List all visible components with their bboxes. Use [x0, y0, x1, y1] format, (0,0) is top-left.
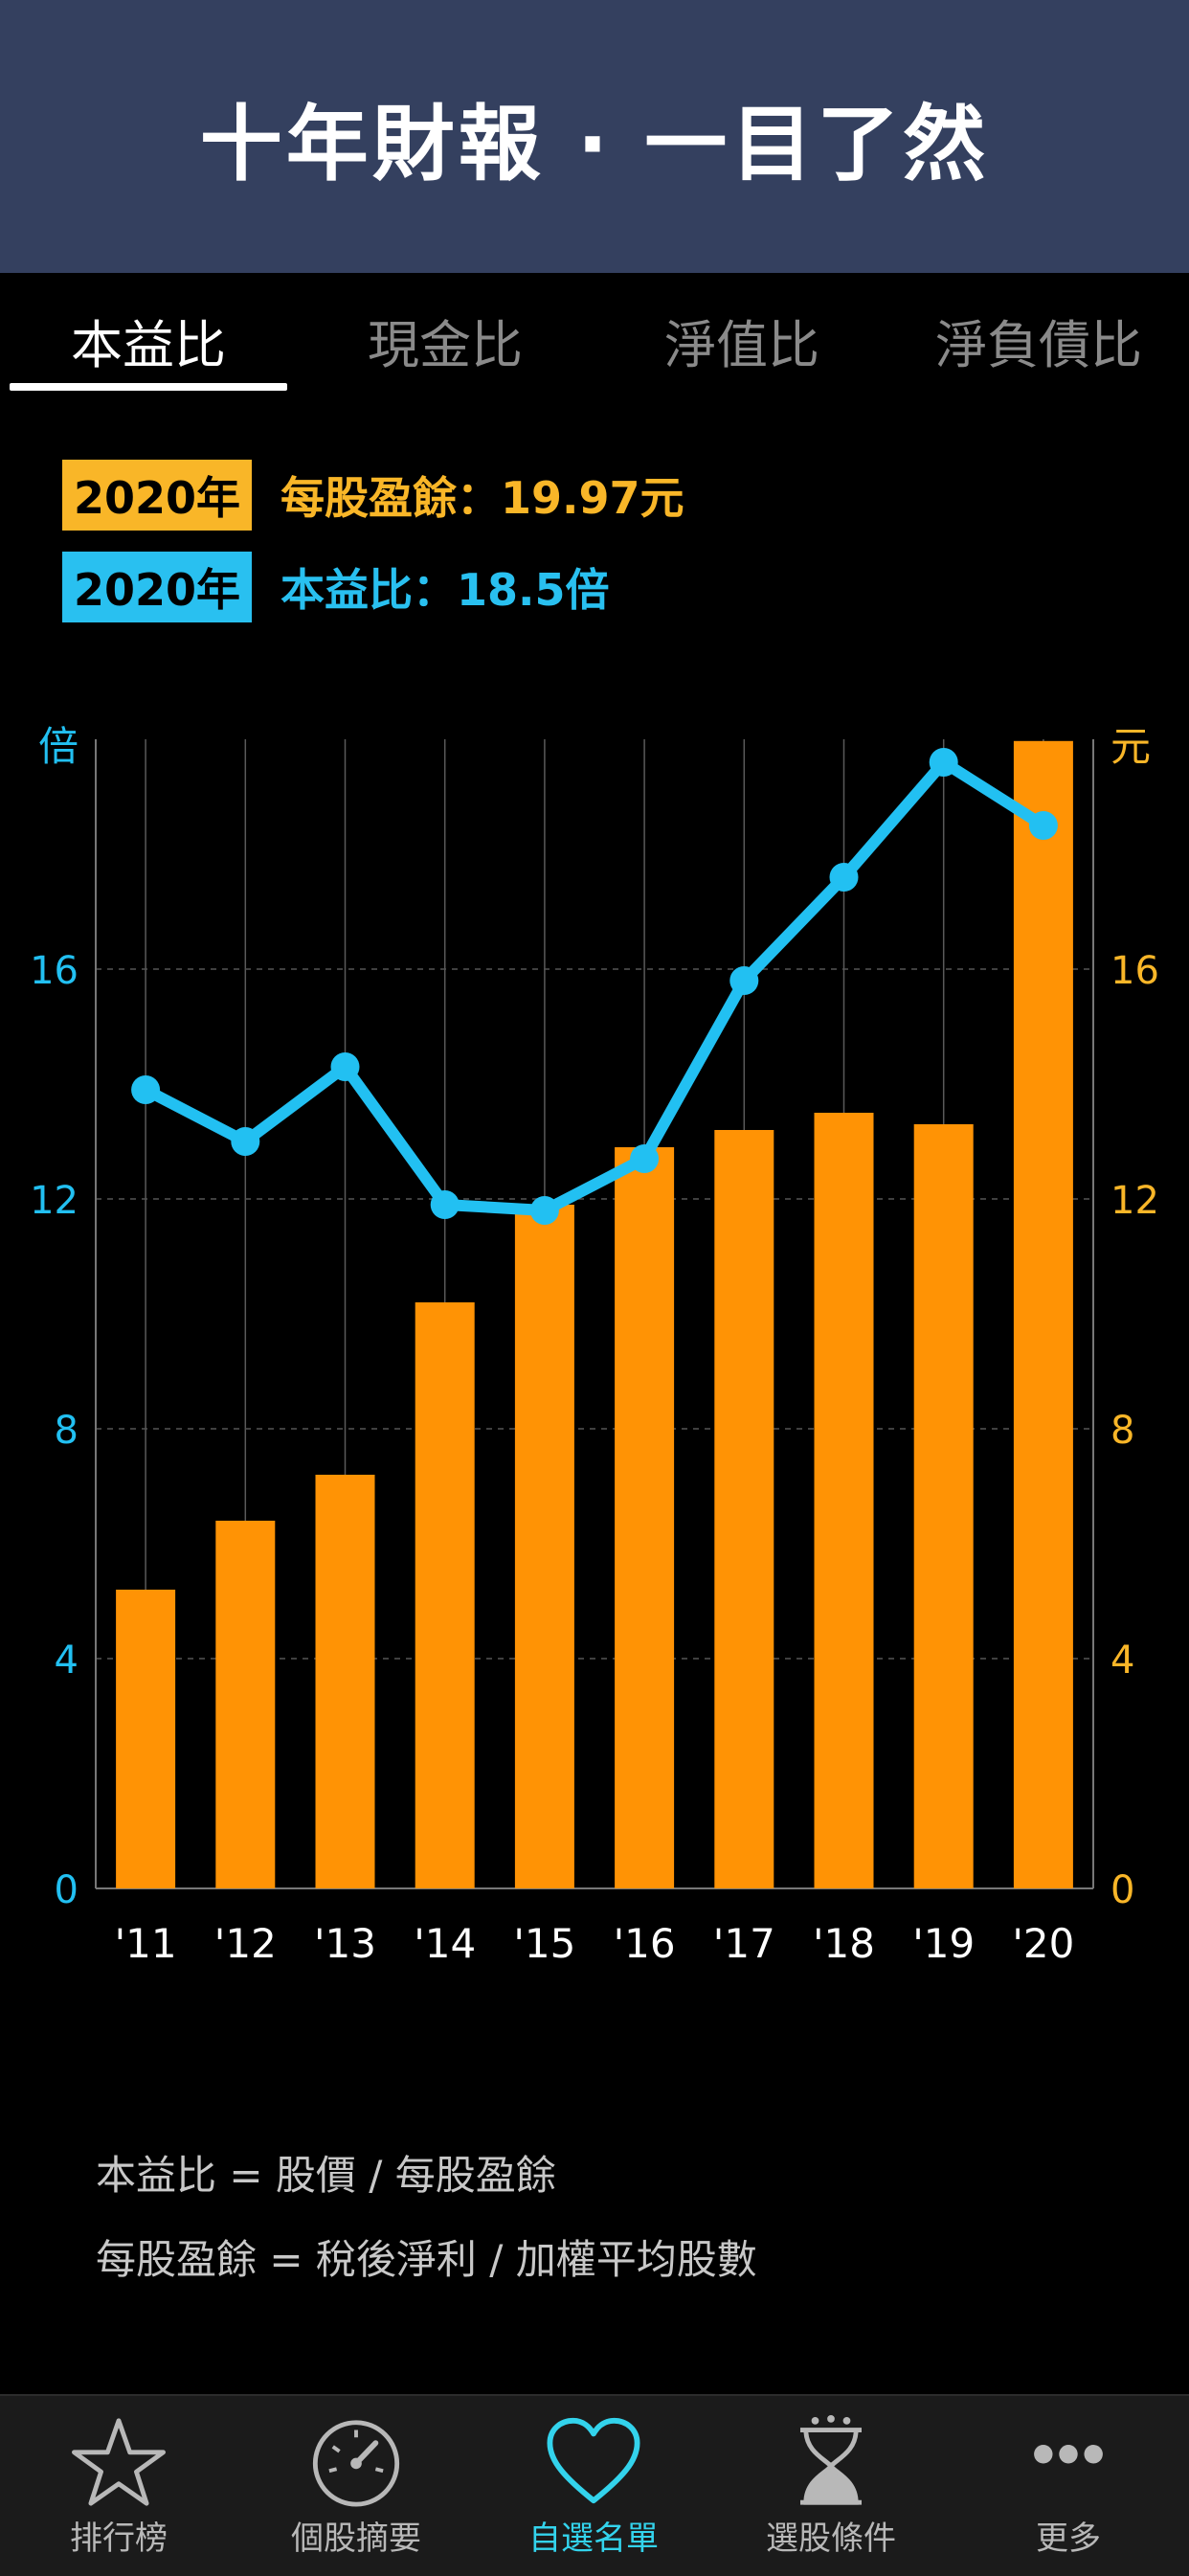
tabbar-label: 自選名單 — [528, 2520, 659, 2558]
left-axis-unit: 倍 — [38, 723, 79, 770]
pe-point — [829, 863, 859, 892]
tabbar-item-screener[interactable]: 選股條件 — [712, 2415, 950, 2559]
pe-point — [529, 1196, 559, 1225]
pe-point — [630, 1144, 660, 1173]
pe-eps-chart: 0 0 4 4 8 8 12 12 16 16 倍 元 '11 '12 '13 '14 '15 '16 '17 '18… — [30, 723, 1159, 1967]
eps-bar — [615, 1147, 675, 1888]
x-tick-label: '20 — [1012, 1920, 1074, 1967]
pe-year-badge: 2020年 — [62, 552, 253, 622]
tabbar-label: 排行榜 — [70, 2520, 168, 2558]
x-tick-label: '13 — [314, 1920, 376, 1967]
right-tick-label: 0 — [1110, 1868, 1134, 1912]
tabbar-label: 更多 — [1036, 2520, 1101, 2558]
left-tick-label: 12 — [30, 1179, 79, 1223]
tabbar-label: 選股條件 — [766, 2520, 896, 2558]
eps-bar — [315, 1475, 375, 1888]
tab-pb-ratio[interactable]: 淨值比 — [664, 314, 819, 375]
pe-line — [140, 757, 1049, 1216]
left-tick-label: 16 — [30, 949, 79, 993]
eps-year-badge: 2020年 — [62, 460, 253, 531]
eps-bar — [514, 1205, 574, 1888]
left-tick-label: 4 — [55, 1638, 79, 1683]
tabbar-item-ranking[interactable]: 排行榜 — [0, 2415, 237, 2559]
active-tab-indicator — [10, 383, 287, 391]
page-title: 十年財報 · 一目了然 — [199, 97, 990, 192]
heart-icon — [547, 2417, 640, 2504]
tab-cash-ratio[interactable]: 現金比 — [368, 314, 523, 375]
x-tick-label: '12 — [214, 1920, 277, 1967]
eps-bar — [215, 1521, 276, 1888]
x-tick-label: '14 — [414, 1920, 476, 1967]
tabbar-item-stock-summary[interactable]: 個股摘要 — [237, 2415, 475, 2559]
tabbar-item-watchlist[interactable]: 自選名單 — [475, 2415, 712, 2559]
eps-bar — [116, 1590, 176, 1888]
gauge-icon — [312, 2420, 400, 2507]
x-tick-label: '16 — [614, 1920, 676, 1967]
left-tick-label: 0 — [55, 1868, 79, 1912]
star-icon — [72, 2418, 166, 2506]
formula-pe: 本益比 = 股價 / 每股盈餘 — [96, 2152, 556, 2199]
eps-bar — [714, 1130, 774, 1888]
bottom-tab-bar: 排行榜 個股摘要 自選名單 選股條件 — [0, 2394, 1189, 2576]
tab-net-debt-ratio[interactable]: 淨負債比 — [935, 314, 1142, 375]
pe-point — [929, 748, 958, 777]
right-tick-label: 16 — [1110, 949, 1159, 993]
ratio-tabs: 本益比 現金比 淨值比 淨負債比 — [0, 287, 1189, 393]
x-tick-label: '18 — [813, 1920, 875, 1967]
pe-point — [131, 1075, 161, 1104]
x-tick-label: '17 — [713, 1920, 775, 1967]
right-tick-label: 4 — [1110, 1638, 1134, 1683]
x-tick-label: '19 — [912, 1920, 975, 1967]
eps-bar — [814, 1113, 874, 1888]
pe-point — [1028, 811, 1058, 840]
x-tick-label: '11 — [115, 1920, 177, 1967]
eps-value-text: 每股盈餘：19.97元 — [280, 472, 684, 524]
app-header: 十年財報 · 一目了然 — [0, 0, 1189, 273]
pe-point — [330, 1052, 360, 1081]
tab-pe-ratio[interactable]: 本益比 — [71, 314, 226, 375]
pe-point — [430, 1190, 460, 1219]
pe-point — [729, 966, 759, 995]
eps-summary: 2020年 每股盈餘：19.97元 — [62, 460, 684, 531]
tabbar-label: 個股摘要 — [291, 2520, 421, 2558]
tabbar-item-more[interactable]: 更多 — [950, 2415, 1187, 2559]
eps-bar — [1013, 740, 1073, 1888]
eps-bar — [913, 1124, 974, 1888]
formula-eps: 每股盈餘 = 稅後淨利 / 加權平均股數 — [96, 2236, 757, 2283]
pe-point — [231, 1127, 260, 1156]
eps-bar — [415, 1302, 475, 1888]
right-tick-label: 8 — [1110, 1409, 1134, 1453]
left-tick-label: 8 — [55, 1409, 79, 1453]
hourglass-icon — [799, 2415, 863, 2505]
x-tick-label: '15 — [513, 1920, 575, 1967]
pe-summary: 2020年 本益比：18.5倍 — [62, 552, 610, 622]
pe-value-text: 本益比：18.5倍 — [280, 564, 610, 616]
right-tick-label: 12 — [1110, 1179, 1159, 1223]
more-dots-icon — [1034, 2445, 1103, 2464]
right-axis-unit: 元 — [1110, 723, 1151, 770]
